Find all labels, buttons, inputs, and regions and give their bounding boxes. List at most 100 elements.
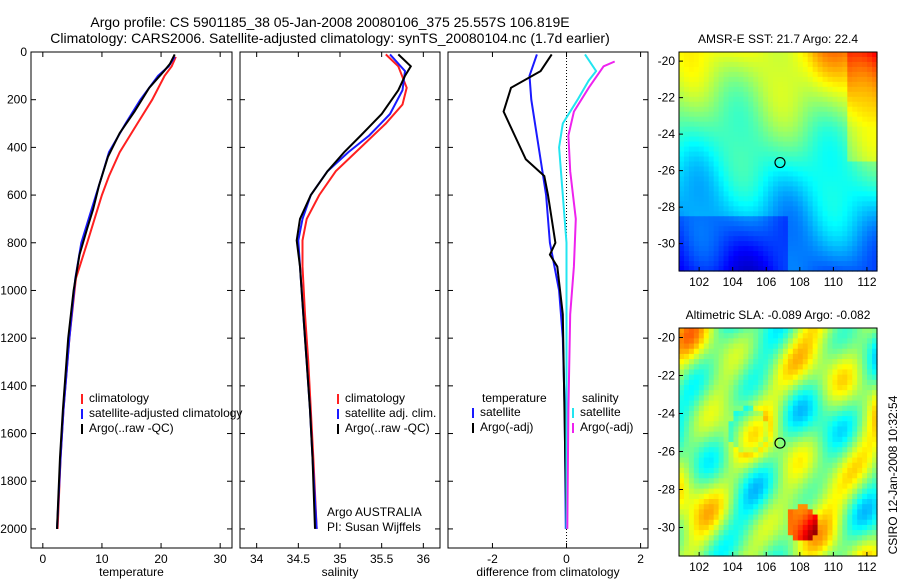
map-cell: [787, 504, 794, 510]
map-cell: [812, 421, 819, 428]
map-cell: [847, 66, 853, 73]
map-cell: [802, 535, 809, 542]
map-cell: [807, 333, 814, 339]
map-cell: [708, 211, 715, 217]
map-cell: [802, 161, 809, 168]
map-cell: [787, 176, 794, 183]
map-cell: [807, 246, 814, 252]
panel-temperature: 0 10 20 30020040060080010001200140016001800…: [0, 45, 242, 579]
map-cell: [792, 519, 799, 526]
map-cell: [872, 66, 878, 73]
map-cell: [817, 550, 824, 557]
map-cell: [733, 447, 739, 453]
map-cell: [768, 535, 774, 542]
map-cell: [733, 524, 739, 531]
map-cell: [698, 483, 705, 490]
map-cell: [743, 181, 749, 187]
map-cell: [832, 226, 838, 232]
map-cell: [748, 442, 754, 448]
map-cell: [807, 473, 814, 479]
map-cell: [723, 338, 730, 345]
map-cell: [723, 86, 730, 93]
map-cell: [817, 196, 824, 202]
map-cell: [857, 447, 863, 453]
map-y-tick-label: -30: [658, 521, 676, 535]
map-cell: [782, 338, 789, 345]
map-cell: [862, 514, 868, 521]
map-cell: [733, 400, 739, 407]
map-cell: [758, 256, 764, 262]
map-cell: [733, 338, 739, 345]
map-cell: [857, 348, 863, 355]
map-cell: [847, 483, 853, 490]
map-cell: [822, 131, 829, 138]
map-cell: [832, 191, 838, 197]
map-cell: [827, 81, 834, 88]
map-cell: [867, 91, 873, 98]
map-cell: [862, 251, 868, 257]
map-cell: [802, 201, 809, 207]
map-cell: [847, 524, 853, 531]
map-cell: [703, 56, 710, 63]
map-cell: [688, 256, 695, 262]
map-cell: [738, 343, 744, 350]
map-cell: [708, 447, 715, 453]
map-cell: [852, 478, 858, 485]
map-cell: [758, 151, 764, 158]
map-cell: [723, 400, 730, 407]
map-cell: [679, 478, 685, 485]
map-cell: [708, 111, 715, 118]
map-cell: [708, 457, 715, 464]
map-cell: [708, 504, 715, 510]
map-cell: [847, 171, 853, 178]
map-cell: [857, 136, 863, 143]
map-cell: [738, 416, 744, 422]
map-cell: [797, 410, 804, 417]
map-cell: [847, 211, 853, 217]
map-cell: [782, 56, 789, 63]
map-cell: [847, 359, 853, 365]
map-cell: [872, 166, 878, 173]
map-cell: [758, 216, 764, 222]
map-cell: [867, 524, 873, 531]
map-x-tick-label: 108: [790, 560, 810, 574]
map-cell: [872, 545, 878, 552]
map-cell: [728, 181, 735, 187]
map-cell: [708, 101, 715, 108]
map-cell: [738, 52, 744, 58]
map-cell: [822, 171, 829, 178]
map-cell: [773, 76, 779, 83]
map-cell: [703, 374, 710, 381]
map-cell: [679, 550, 685, 557]
map-cell: [817, 359, 824, 365]
map-cell: [822, 256, 829, 262]
map-cell: [679, 171, 685, 178]
map-cell: [797, 76, 804, 83]
map-cell: [872, 493, 878, 500]
map-cell: [822, 410, 829, 417]
map-cell: [768, 328, 774, 334]
map-cell: [842, 191, 848, 197]
map-cell: [763, 462, 769, 469]
map-cell: [728, 333, 735, 339]
map-cell: [822, 385, 829, 391]
map-cell: [713, 266, 720, 272]
map-cell: [792, 493, 799, 500]
map-cell: [738, 530, 744, 536]
map-cell: [683, 545, 690, 552]
map-cell: [792, 524, 799, 531]
map-cell: [768, 431, 774, 438]
map-cell: [688, 241, 695, 247]
map-cell: [792, 71, 799, 78]
map-cell: [738, 111, 744, 118]
map-cell: [822, 211, 829, 217]
map-cell: [847, 343, 853, 350]
map-cell: [797, 96, 804, 103]
map-cell: [862, 196, 868, 202]
map-cell: [852, 457, 858, 464]
map-cell: [857, 56, 863, 63]
map-cell: [872, 136, 878, 143]
map-cell: [773, 221, 779, 227]
map-cell: [763, 385, 769, 391]
map-cell: [792, 483, 799, 490]
